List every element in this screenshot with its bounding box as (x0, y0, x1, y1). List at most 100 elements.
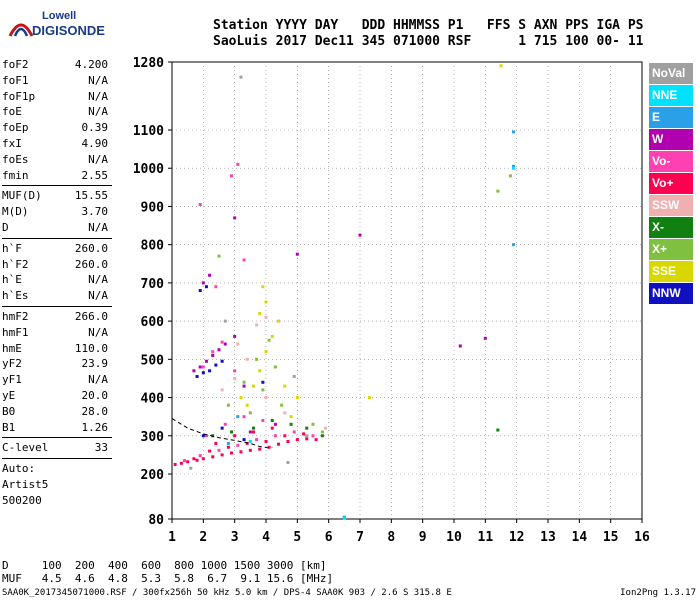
param-value: 4.90 (81, 136, 109, 150)
data-point (458, 344, 462, 348)
data-point (305, 426, 309, 430)
data-point (258, 311, 262, 315)
x-tick-label: 7 (356, 530, 364, 545)
data-point (314, 438, 318, 442)
data-point (270, 426, 274, 430)
data-point (189, 466, 193, 470)
data-point (230, 430, 234, 434)
data-point (183, 459, 187, 463)
footer-version: Ion2Png 1.3.17 (620, 588, 696, 598)
data-point (358, 233, 362, 237)
x-tick-label: 4 (262, 530, 270, 545)
x-tick-label: 16 (634, 530, 650, 545)
param-group-divider (2, 305, 112, 307)
data-point (211, 350, 215, 354)
data-point (261, 388, 265, 392)
data-point (280, 403, 284, 407)
data-point (302, 432, 306, 436)
data-point (483, 336, 487, 340)
param-label: h`F (2, 241, 22, 255)
data-point (242, 384, 246, 388)
y-tick-label: 400 (141, 392, 165, 407)
param-row: yE 20.0 (2, 388, 112, 404)
header-line-1: Station YYYY DAY DDD HHMMSS P1 FFS S AXN… (213, 18, 644, 33)
data-point (512, 243, 516, 247)
param-row: h`E N/A (2, 272, 112, 288)
data-point (320, 430, 324, 434)
param-row: hmF2 266.0 (2, 309, 112, 325)
data-point (289, 415, 293, 419)
data-point (283, 384, 287, 388)
data-point (211, 354, 215, 358)
data-point (239, 450, 243, 454)
legend-item: E (649, 107, 693, 128)
data-point (233, 376, 237, 380)
y-tick-label: 200 (141, 468, 165, 483)
data-point (311, 434, 315, 438)
legend-item: NNE (649, 85, 693, 106)
data-point (255, 323, 259, 327)
data-point (201, 434, 205, 438)
data-point (248, 411, 252, 415)
data-point (305, 434, 309, 438)
scaled-parameters-panel: foF2 4.200 foF1 N/A foF1p N/A foE N/A foEp 0.39 fx… (2, 57, 112, 509)
data-point (220, 340, 224, 344)
data-point (496, 428, 500, 432)
param-label: C-level (2, 441, 49, 455)
data-point (277, 319, 281, 323)
param-row: yF2 23.9 (2, 356, 112, 372)
data-point (214, 441, 218, 445)
y-tick-label: 300 (141, 430, 165, 445)
data-point (217, 254, 221, 258)
param-value: N/A (88, 273, 108, 287)
param-value: N/A (88, 289, 108, 303)
param-label: foE (2, 105, 22, 119)
data-point (233, 334, 237, 338)
param-row: hmE 110.0 (2, 341, 112, 357)
param-label: foF1p (2, 89, 36, 103)
param-label: foEp (2, 121, 29, 135)
y-tick-label: 900 (141, 200, 165, 215)
y-tick-label: 800 (141, 239, 165, 254)
data-point (242, 438, 246, 442)
param-row: foF1p N/A (2, 89, 112, 105)
data-point (270, 418, 274, 422)
logo-top-text: Lowell (42, 10, 77, 22)
param-label: foF2 (2, 58, 29, 71)
param-value: N/A (88, 325, 108, 339)
data-point (292, 430, 296, 434)
data-point (223, 422, 227, 426)
data-point (499, 64, 503, 68)
param-row: D N/A (2, 220, 112, 236)
param-row: foEs N/A (2, 152, 112, 168)
param-label: foEs (2, 152, 29, 166)
legend-item: X+ (649, 239, 693, 260)
param-row: h`F 260.0 (2, 241, 112, 257)
param-row: B1 1.26 (2, 420, 112, 436)
data-point (195, 458, 199, 462)
data-point (208, 449, 212, 453)
y-tick-label: 80 (148, 513, 164, 528)
data-point (201, 281, 205, 285)
param-value: 266.0 (74, 309, 108, 323)
x-tick-label: 12 (509, 530, 525, 545)
y-tick-label: 1100 (133, 124, 164, 139)
x-tick-label: 13 (540, 530, 556, 545)
param-label: fmin (2, 168, 29, 182)
param-label: yF1 (2, 373, 22, 387)
data-point (289, 422, 293, 426)
param-row: B0 28.0 (2, 404, 112, 420)
data-point (255, 438, 259, 442)
data-point (201, 365, 205, 369)
data-point (264, 300, 268, 304)
data-point (245, 357, 249, 361)
data-point (251, 426, 255, 430)
data-point (204, 285, 208, 289)
y-tick-label: 700 (141, 277, 165, 292)
y-tick-label: 600 (141, 315, 165, 330)
data-point (230, 451, 234, 455)
data-point (236, 443, 240, 447)
polarization-legend: NoVal NNE E W Vo- Vo+ SSW X- X+ SSE NNW (649, 63, 693, 305)
data-point (217, 348, 221, 352)
data-point (273, 422, 277, 426)
